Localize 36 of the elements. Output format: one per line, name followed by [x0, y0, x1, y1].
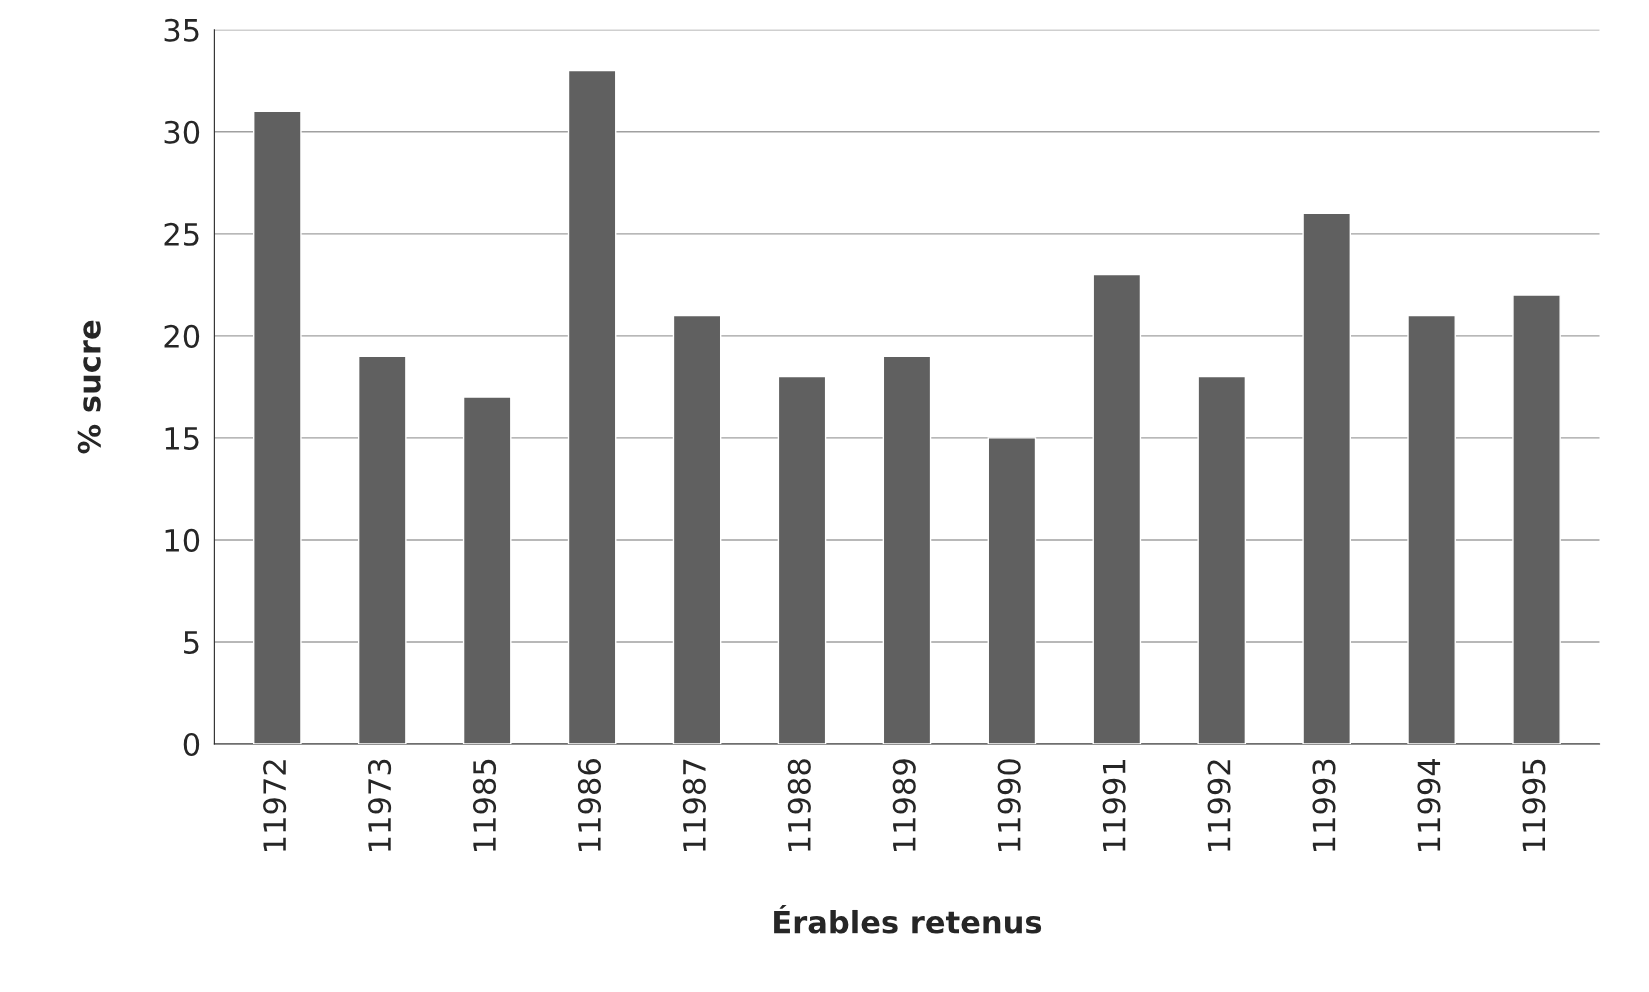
- bar: [567, 69, 617, 744]
- x-tick-label: 11991: [1102, 760, 1126, 852]
- y-tick-label: 5: [184, 631, 199, 655]
- x-tick-label: 11995: [1522, 759, 1546, 852]
- x-tick-label: 11988: [787, 759, 811, 852]
- x-tick-label: 11986: [577, 759, 602, 852]
- bar: [1407, 314, 1456, 744]
- x-tick-label: 11987: [682, 759, 706, 852]
- bar: [987, 437, 1037, 744]
- bar: [253, 110, 302, 744]
- bar: [1197, 375, 1247, 744]
- y-axis-title: % sucre: [77, 320, 101, 454]
- x-tick-label: 11992: [1207, 760, 1231, 852]
- bar: [672, 314, 722, 744]
- bar: [357, 355, 407, 744]
- x-tick-label: 11973: [368, 759, 392, 852]
- x-tick-label: 11994: [1417, 758, 1441, 852]
- bar: [1302, 212, 1352, 744]
- x-tick-label: 11989: [892, 759, 916, 852]
- x-tick-label: 11985: [472, 759, 497, 852]
- y-tick-label: 15: [165, 427, 199, 450]
- y-tick-label: 25: [164, 222, 199, 246]
- bar: [1512, 294, 1561, 744]
- bar: [882, 355, 932, 744]
- x-tick-label: 11993: [1312, 759, 1336, 852]
- x-axis-title: Érables retenus: [774, 904, 1042, 934]
- x-tick-label: 11972: [263, 760, 287, 852]
- y-tick-label: 35: [164, 18, 199, 42]
- x-tick-label: 11990: [997, 759, 1021, 852]
- bar: [1092, 273, 1142, 744]
- y-tick-label: 30: [164, 120, 200, 144]
- y-tick-label: 0: [183, 732, 200, 757]
- bar: [462, 396, 512, 744]
- y-tick-label: 10: [165, 528, 200, 552]
- y-tick-label: 20: [164, 324, 200, 348]
- bar: [777, 375, 827, 744]
